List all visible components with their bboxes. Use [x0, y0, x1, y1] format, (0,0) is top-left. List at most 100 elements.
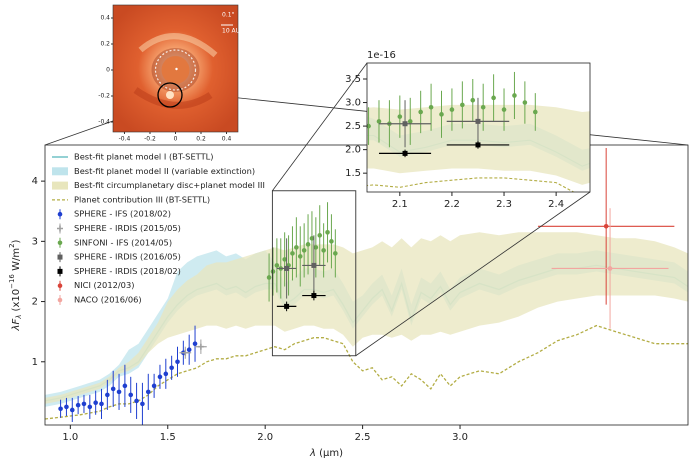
data-point: [17, 227, 22, 232]
data-point: [270, 269, 276, 274]
data-point: [157, 374, 163, 380]
thumb-y-tick-label: 0.2: [100, 40, 110, 47]
main-plot-area: [45, 148, 688, 425]
x-axis-label-part: λ: [309, 448, 316, 459]
data-point: [140, 401, 145, 407]
thumb-y-tick-label: 0: [106, 66, 110, 73]
inset-y-tick-label: 3.0: [345, 98, 361, 109]
data-point: [81, 401, 87, 407]
inset-x-tick-label: 2.1: [392, 199, 408, 210]
data-point: [325, 230, 330, 235]
legend-swatch: [52, 167, 68, 176]
data-point: [376, 119, 382, 124]
x-axis-label-part: (µm): [316, 448, 343, 459]
inset-x-tick-label: 2.2: [444, 199, 460, 210]
data-point: [311, 293, 317, 299]
data-point: [48, 213, 53, 218]
data-point: [317, 233, 323, 238]
data-point: [134, 398, 139, 404]
data-point: [501, 107, 507, 112]
legend-label: SINFONI - IFS (2014/05): [74, 237, 172, 247]
data-point: [418, 109, 423, 115]
data-point: [407, 119, 413, 124]
data-point: [522, 100, 528, 105]
zoom-connector: [272, 62, 368, 192]
data-point: [428, 104, 434, 110]
data-point: [321, 248, 326, 253]
data-point: [532, 109, 538, 115]
y-axis-label-part: (x10: [11, 289, 22, 315]
y-tick-label: 1: [32, 357, 38, 368]
data-point: [284, 265, 290, 271]
legend-swatch: [52, 181, 68, 190]
main-axes-frame: [44, 144, 689, 426]
thumb-x-tick-label: 0.2: [196, 136, 206, 143]
data-point: [105, 392, 110, 398]
data-point: [402, 150, 408, 156]
data-point: [33, 218, 38, 223]
data-point: [145, 389, 151, 395]
zoom-connector: [355, 191, 591, 357]
planet-circle: [157, 82, 183, 108]
data-point: [99, 401, 104, 407]
data-point: [284, 303, 290, 309]
x-axis-label: λ (µm): [309, 448, 343, 459]
data-point: [475, 142, 481, 148]
legend-label: SPHERE - IRDIS (2016/05): [74, 252, 181, 262]
y-axis-label-part: −16: [8, 274, 16, 289]
data-point: [266, 275, 272, 280]
inset-y-tick-label: 2.0: [345, 145, 361, 156]
x-tick-label: 3.0: [452, 432, 468, 443]
data-point: [449, 107, 455, 112]
legend-label: SPHERE - IRDIS (2018/02): [74, 266, 181, 276]
y-axis-label: λFλ (x10−16 W/m2): [8, 239, 23, 331]
x-tick-label: 2.0: [257, 432, 273, 443]
data-point: [480, 104, 486, 110]
data-point: [197, 343, 204, 350]
star: [175, 67, 178, 71]
data-point: [297, 254, 303, 259]
data-point: [512, 93, 517, 98]
data-point: [294, 245, 299, 250]
data-point: [182, 349, 189, 356]
data-point: [290, 251, 295, 256]
data-point: [151, 383, 157, 389]
data-point: [58, 406, 63, 412]
legend-marker: [57, 268, 63, 274]
inset-y-tick-label: 1.5: [345, 168, 361, 179]
data-point: [116, 389, 122, 395]
thumb-x-tick-label: 0: [174, 136, 178, 143]
data-point: [122, 383, 128, 389]
legend-label: SPHERE - IRDIS (2015/05): [74, 223, 181, 233]
inset-x-tick-label: 2.3: [496, 199, 512, 210]
legend-marker: [57, 254, 63, 260]
data-point: [169, 365, 174, 371]
data-point: [470, 97, 476, 103]
legend-label: Best-fit planet model I (BT-SETTL): [74, 152, 214, 162]
data-point: [64, 206, 69, 211]
data-point: [313, 245, 319, 250]
y-axis-label-part: W/m: [11, 248, 22, 274]
inset-y-tick-label: 3.5: [345, 74, 361, 85]
star-mask: [161, 55, 190, 84]
disc-ring: [154, 49, 197, 91]
data-point: [329, 239, 334, 244]
y-axis-label-part: λF: [11, 319, 22, 332]
data-point: [491, 95, 496, 101]
y-tick-label: 3: [32, 236, 38, 247]
data-point: [128, 392, 134, 398]
legend-marker: [57, 240, 63, 246]
legend-marker: [57, 225, 63, 232]
data-point: [64, 404, 69, 410]
data-point: [2, 225, 7, 230]
data-point: [186, 347, 192, 353]
y-tick-label: 4: [32, 176, 38, 187]
y-tick-label: 2: [32, 297, 38, 308]
data-point: [87, 404, 93, 410]
planet-blob: [166, 91, 174, 99]
data-point: [333, 251, 338, 256]
data-point: [607, 266, 613, 271]
y-axis-label-part: λ: [15, 315, 23, 320]
data-point: [402, 121, 408, 127]
